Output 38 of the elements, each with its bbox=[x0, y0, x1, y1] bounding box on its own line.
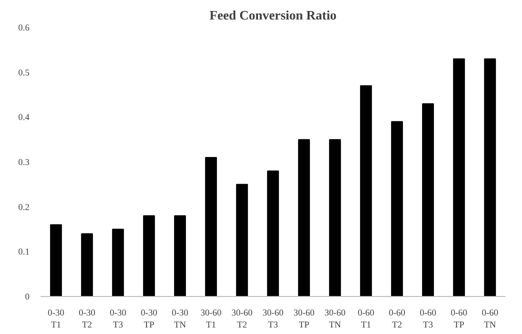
bar bbox=[298, 139, 310, 296]
x-tick-label: 30-60 TP bbox=[294, 308, 315, 330]
x-tick-label: 0-60 TP bbox=[450, 308, 468, 330]
x-tick-label: 0-30 TP bbox=[140, 308, 158, 330]
bar bbox=[143, 215, 155, 296]
x-tick-label: 0-60 T1 bbox=[358, 308, 375, 330]
x-tick-label: 0-60 T3 bbox=[420, 308, 437, 330]
y-tick-label: 0.3 bbox=[18, 157, 30, 167]
x-tick-label: 0-60 T2 bbox=[388, 308, 406, 330]
y-tick-label: 0.4 bbox=[18, 112, 30, 122]
bar bbox=[329, 139, 341, 296]
bar bbox=[422, 103, 434, 296]
bar bbox=[391, 121, 403, 296]
x-tick-label: 0-30 T3 bbox=[110, 308, 127, 330]
bar bbox=[484, 58, 496, 296]
x-tick-label: 30-60 T3 bbox=[262, 308, 284, 330]
x-tick-label: 0-30 T2 bbox=[78, 308, 96, 330]
bar bbox=[112, 228, 124, 296]
bar bbox=[174, 215, 186, 296]
bar bbox=[236, 184, 248, 296]
x-tick-label: 0-30 TN bbox=[172, 308, 189, 330]
y-tick-label: 0 bbox=[25, 292, 30, 302]
x-tick-label: 30-60 T1 bbox=[200, 308, 222, 330]
y-tick-label: 0.1 bbox=[18, 246, 30, 257]
bar bbox=[81, 233, 93, 296]
bar bbox=[205, 157, 217, 296]
bar bbox=[267, 170, 279, 296]
x-tick-label: 30-60 TN bbox=[324, 308, 346, 330]
bar bbox=[50, 224, 62, 296]
bar bbox=[453, 58, 465, 296]
bar bbox=[360, 85, 372, 296]
x-tick-label: 30-60 T2 bbox=[232, 308, 253, 330]
x-tick-label: 0-60 TN bbox=[482, 308, 499, 330]
chart-title: Feed Conversion Ratio bbox=[209, 8, 337, 22]
y-tick-label: 0.5 bbox=[18, 67, 30, 78]
y-tick-label: 0.2 bbox=[18, 202, 30, 212]
y-tick-label: 0.6 bbox=[18, 22, 30, 32]
x-tick-label: 0-30 T1 bbox=[48, 308, 65, 330]
